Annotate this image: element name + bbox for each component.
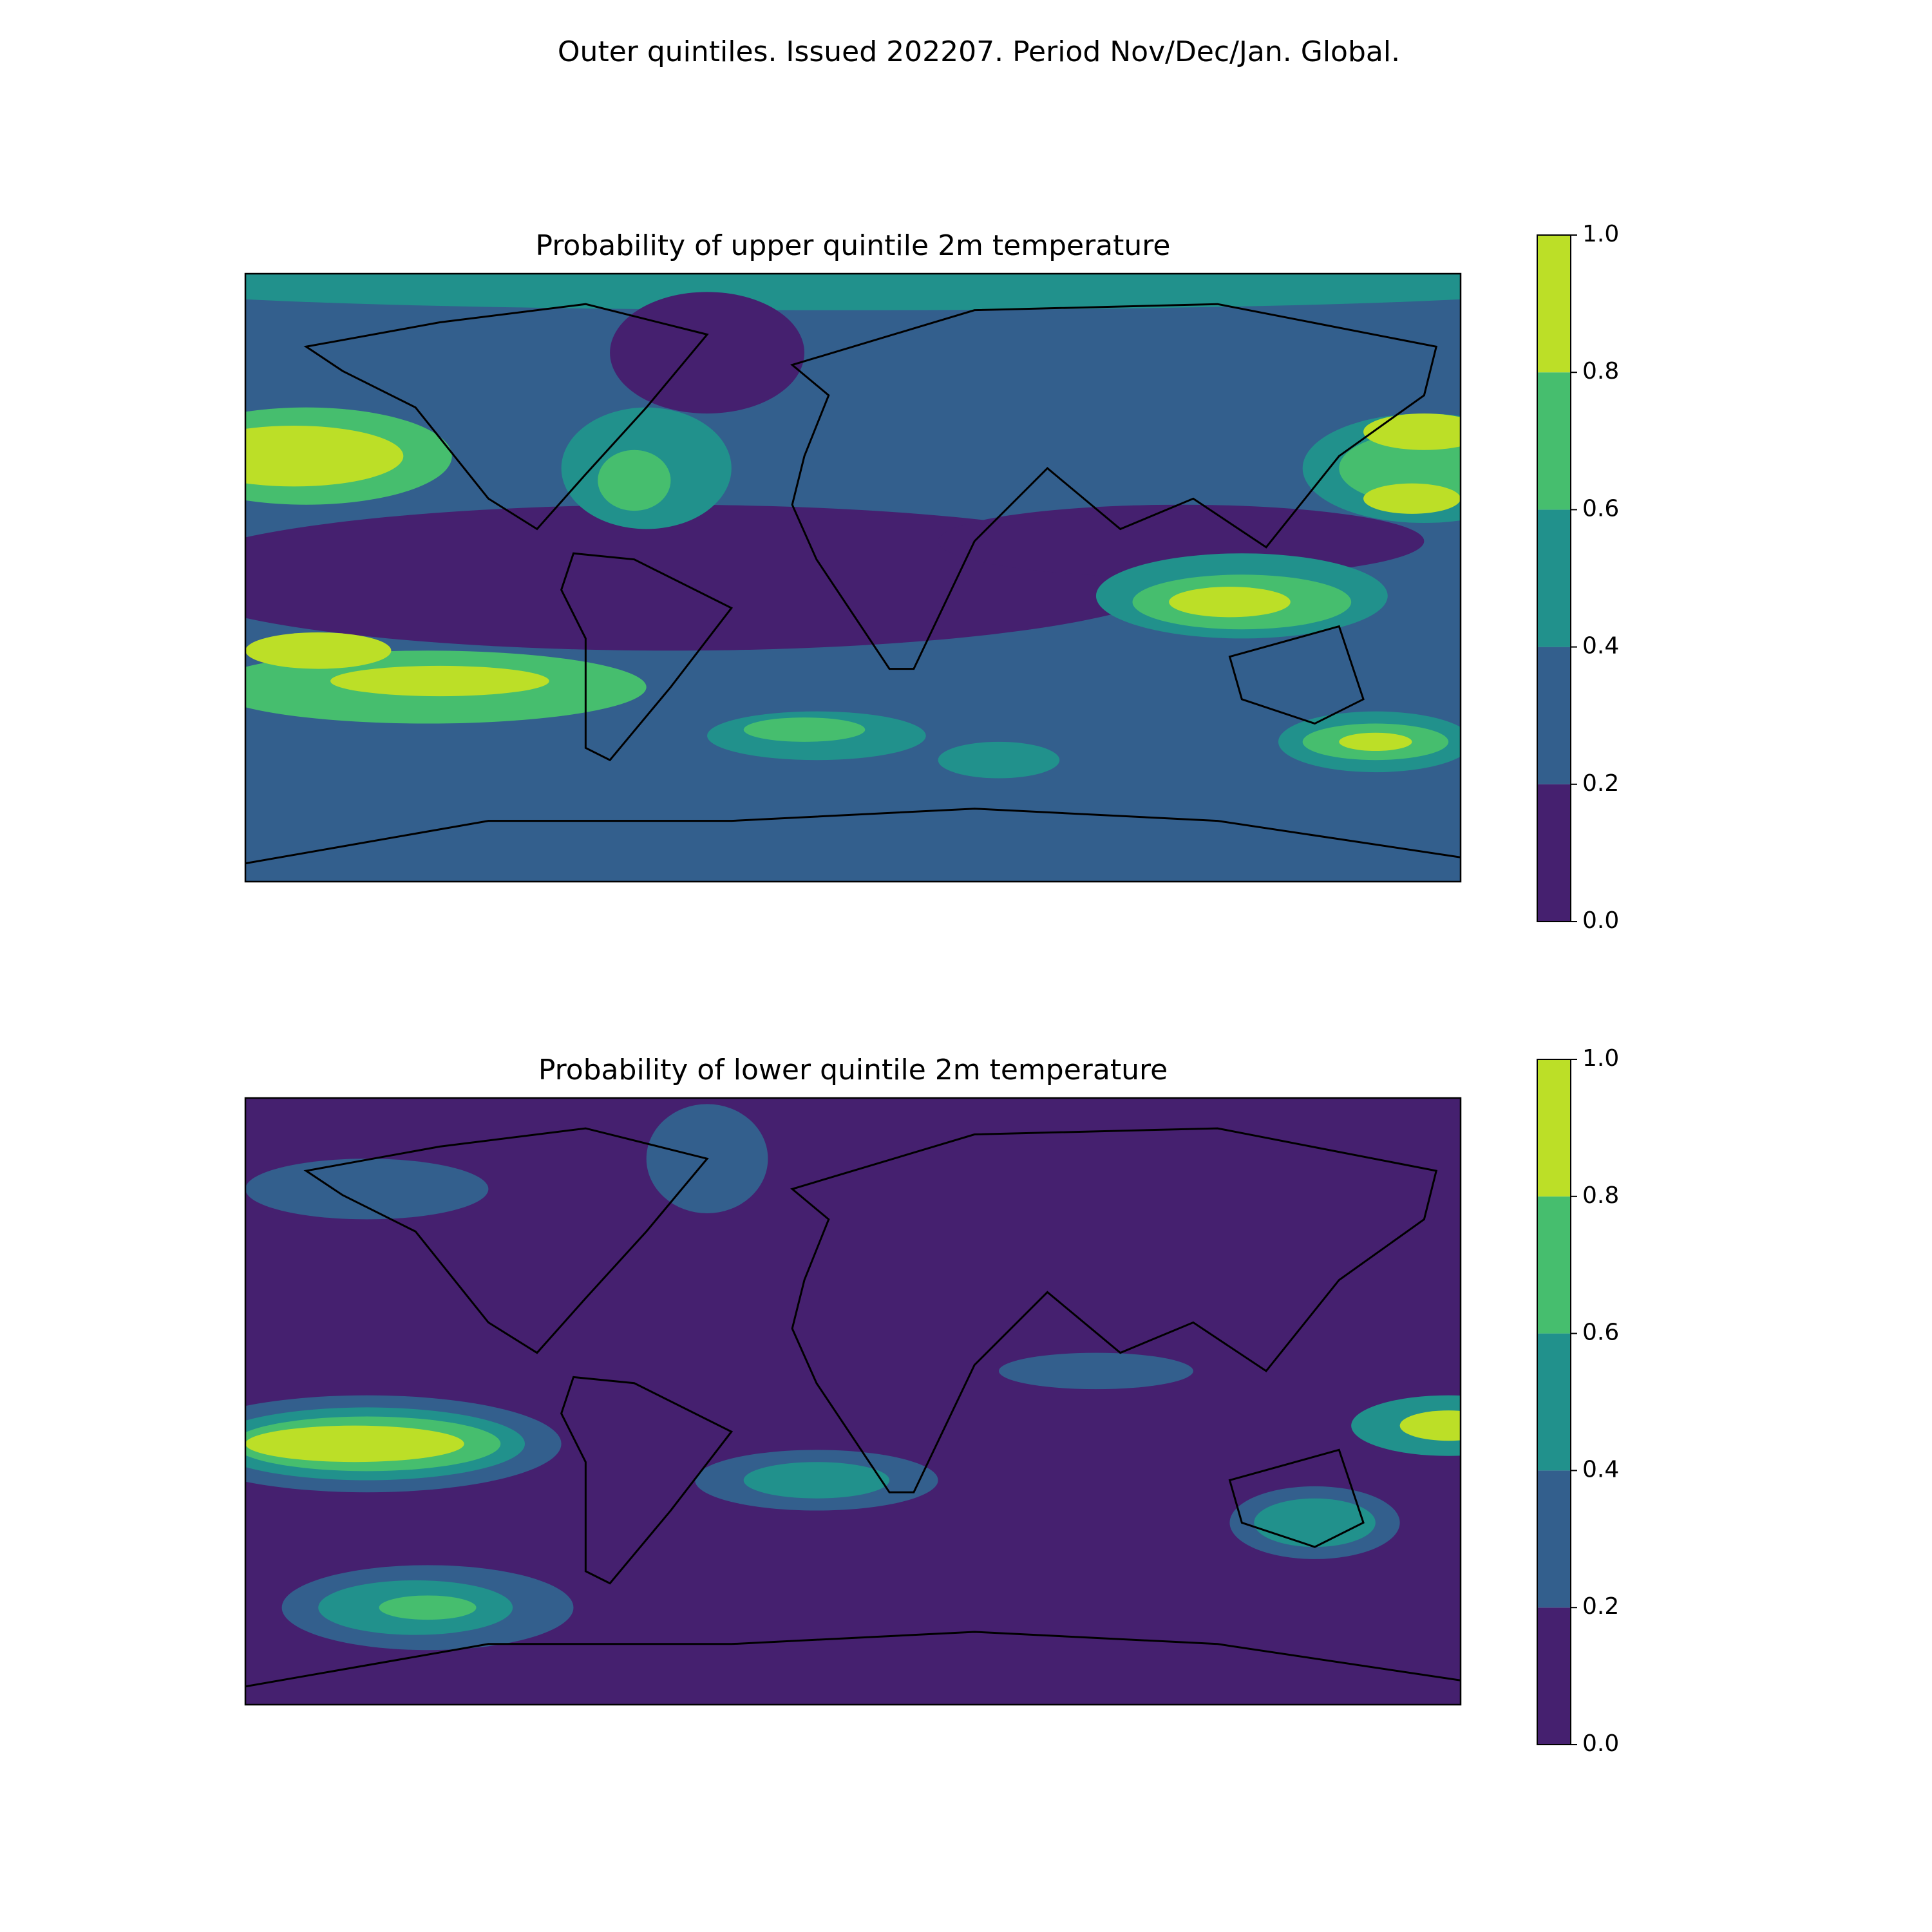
- coastline: [1229, 627, 1363, 724]
- field-region: [1363, 413, 1461, 450]
- colorbar-tick-label: 0.4: [1582, 633, 1619, 659]
- colorbar-frame: [1537, 1059, 1571, 1745]
- colorbar-bin: [1537, 509, 1571, 647]
- panel-title: Probability of upper quintile 2m tempera…: [536, 229, 1171, 262]
- field-region: [379, 1595, 477, 1620]
- colorbar-tick-label: 0.2: [1582, 770, 1619, 797]
- colorbar-bin: [1537, 235, 1571, 373]
- colorbar-bin: [1537, 1607, 1571, 1745]
- colorbar-tick-label: 0.4: [1582, 1456, 1619, 1482]
- field-region: [1254, 1498, 1376, 1548]
- field-region: [330, 665, 549, 697]
- coastline: [245, 809, 1461, 864]
- field-region: [938, 741, 1060, 779]
- coastlines: [245, 1128, 1461, 1687]
- colorbar-tick-label: 0.0: [1582, 907, 1619, 934]
- coastline: [245, 1632, 1461, 1687]
- coastline: [306, 1128, 707, 1353]
- colorbar-bin: [1537, 1059, 1571, 1197]
- field-region: [245, 632, 392, 669]
- field-region: [1169, 587, 1291, 618]
- map-field: [245, 274, 1461, 882]
- field-region: [610, 292, 805, 414]
- panel-title: Probability of lower quintile 2m tempera…: [538, 1054, 1168, 1086]
- field-region: [245, 1159, 489, 1220]
- coastline: [306, 304, 707, 529]
- field-region: [598, 450, 671, 511]
- field-region: [245, 426, 404, 487]
- coastline: [792, 304, 1436, 668]
- coastline: [562, 553, 732, 760]
- figure-title: Outer quintiles. Issued 202207. Period N…: [558, 35, 1400, 68]
- colorbar-frame: [1537, 234, 1571, 922]
- field-region: [1363, 483, 1461, 514]
- colorbar-tick-label: 1.0: [1582, 1045, 1619, 1072]
- colorbar-tick-label: 0.8: [1582, 358, 1619, 384]
- colorbar-tick-label: 0.6: [1582, 1320, 1619, 1346]
- field-region: [743, 717, 866, 742]
- colorbar-tick-label: 0.8: [1582, 1182, 1619, 1209]
- field-region: [245, 1425, 464, 1463]
- map-field: [245, 1098, 1461, 1705]
- colorbar-tick-label: 0.2: [1582, 1593, 1619, 1620]
- colorbar-bin: [1537, 1333, 1571, 1471]
- map-frame: [244, 1097, 1462, 1706]
- coastline: [562, 1377, 732, 1583]
- coastlines: [245, 304, 1461, 863]
- field-region: [245, 274, 1461, 310]
- colorbar-bin: [1537, 1470, 1571, 1608]
- field-region: [998, 1352, 1193, 1390]
- colorbar-tick-label: 1.0: [1582, 221, 1619, 247]
- map-frame: [244, 272, 1462, 883]
- coastline: [1229, 1450, 1363, 1547]
- field-region: [743, 1462, 890, 1499]
- field-region: [1399, 1410, 1461, 1441]
- colorbar-tick-label: 0.6: [1582, 495, 1619, 522]
- coastline: [792, 1128, 1436, 1492]
- field-region: [1339, 732, 1412, 752]
- colorbar-bin: [1537, 647, 1571, 784]
- colorbar-bin: [1537, 1196, 1571, 1334]
- colorbar-bin: [1537, 372, 1571, 510]
- colorbar-bin: [1537, 784, 1571, 922]
- colorbar-tick-label: 0.0: [1582, 1730, 1619, 1757]
